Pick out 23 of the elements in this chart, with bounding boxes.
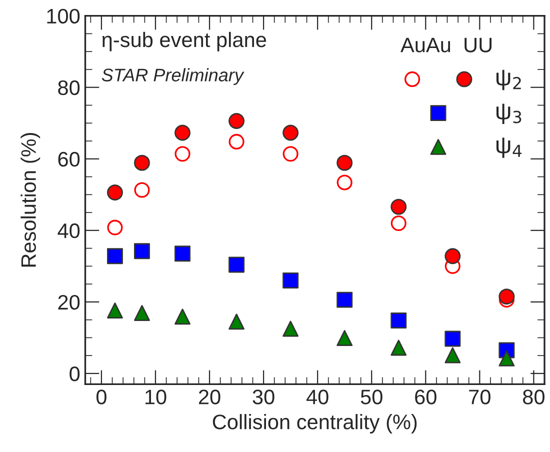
legend-label: ψ$_{4}$ — [496, 138, 522, 158]
y-axis-title: Resolution (%) — [20, 132, 40, 267]
x-axis-title: Collision centrality (%) — [212, 414, 417, 434]
y-tick-label: 40 — [58, 223, 80, 238]
y-tick-label: 0 — [70, 366, 80, 382]
x-tick-label: 70 — [469, 390, 490, 404]
x-tick-label: 60 — [415, 390, 436, 404]
x-tick-label: 80 — [523, 390, 544, 404]
x-tick-label: 30 — [252, 390, 274, 404]
x-tick-label: 50 — [360, 390, 382, 404]
x-tick-label: 10 — [145, 390, 166, 404]
y-tick-label: 60 — [58, 152, 80, 167]
x-tick-label: 20 — [198, 390, 220, 404]
annotation: STAR Preliminary — [102, 68, 244, 86]
legend-label: ψ$_{3}$ — [496, 104, 522, 124]
legend-title: AuAu UU — [400, 38, 492, 52]
x-tick-label: 0 — [96, 390, 106, 404]
y-tick-label: 80 — [58, 80, 80, 96]
legend-label: ψ$_{2}$ — [496, 70, 521, 90]
y-tick-label: 20 — [58, 294, 80, 310]
y-tick-label: 100 — [47, 8, 80, 24]
x-tick-label: 40 — [306, 390, 328, 404]
annotation: η-sub event plane — [102, 32, 266, 52]
